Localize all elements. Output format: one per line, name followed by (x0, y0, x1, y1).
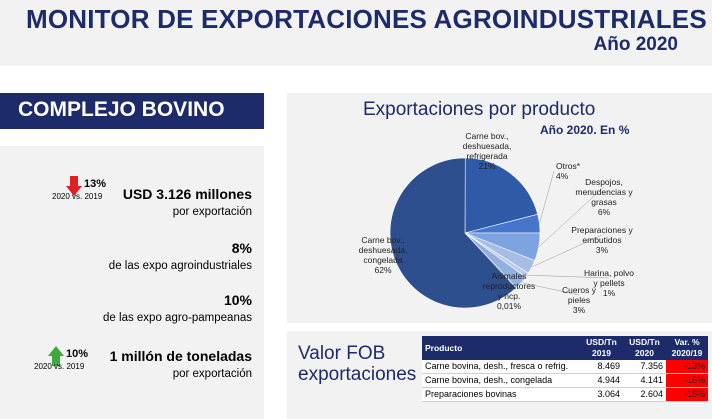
fob-panel: Valor FOB exportaciones Producto USD/Tn 2… (287, 331, 712, 419)
fob-title-line1: Valor FOB (298, 343, 386, 364)
trend-comparison: 2020 vs. 2019 (34, 362, 85, 371)
leader-line (521, 282, 580, 296)
slice-label: Carne bov., deshuesada, congelada 62% (359, 235, 408, 275)
cell-usd-2019: 4.944 (580, 373, 623, 388)
fob-title: Valor FOB exportaciones (298, 343, 416, 385)
stat-main-value: 8% (231, 240, 252, 256)
trend-percent: 10% (66, 348, 89, 360)
header-variation: Var. % 2020/19 (666, 336, 708, 360)
table-row: Carne bovina, desh., congelada 4.944 4.1… (422, 373, 708, 388)
cell-variation: -16% (666, 373, 708, 388)
fob-table: Producto USD/Tn 2019 USD/Tn 2020 Var. % 202… (422, 336, 708, 402)
slice-label: Cueros y pieles 3% (562, 285, 597, 315)
slice-label: Harina, polvo y pellets 1% (584, 268, 634, 298)
fob-title-line2: exportaciones (298, 364, 417, 385)
cell-variation: -13% (666, 360, 708, 374)
stat-main-value: USD 3.126 millones (122, 186, 252, 202)
trend-percent: 13% (84, 178, 107, 190)
cell-product: Carne bovina, desh., fresca o refrig. (422, 360, 580, 374)
header-usd-2020: USD/Tn 2020 (623, 336, 666, 360)
arrow-down-icon (66, 176, 82, 196)
pie-chart-panel: Exportaciones por producto Año 2020. En … (287, 93, 712, 323)
leader-line (531, 234, 603, 268)
stat-main-value: 10% (223, 292, 252, 308)
stat-description: por exportación (172, 206, 252, 218)
chart-subtitle: Año 2020. En % (540, 123, 630, 137)
cell-variation: -15% (666, 387, 708, 402)
slice-label: Animales reproductores y ncp. 0,01% (483, 271, 535, 311)
cell-usd-2020: 7.356 (623, 360, 666, 374)
table-header-row: Producto USD/Tn 2019 USD/Tn 2020 Var. % 202… (422, 336, 708, 360)
cell-usd-2020: 2.604 (623, 387, 666, 402)
header-band: MONITOR DE EXPORTACIONES AGROINDUSTRIALE… (0, 0, 712, 66)
leader-line (538, 186, 605, 248)
trend-comparison: 2020 vs. 2019 (52, 192, 103, 201)
stat-description: de las expo agro-pampeanas (103, 312, 252, 324)
slice-label: Despojos, menudencias y grasas 6% (575, 177, 633, 217)
header-product: Producto (422, 336, 580, 360)
section-title: COMPLEJO BOVINO (0, 93, 264, 129)
stats-panel: 13% 2020 vs. 2019 USD 3.126 millones por… (0, 146, 264, 419)
cell-usd-2019: 8.469 (580, 360, 623, 374)
pie-slice (389, 157, 517, 309)
cell-product: Carne bovina, desh., congelada (422, 373, 580, 388)
cell-usd-2020: 4.141 (623, 373, 666, 388)
chart-title: Exportaciones por producto (363, 99, 596, 120)
page-subtitle: Año 2020 (593, 34, 678, 55)
table-row: Carne bovina, desh., fresca o refrig. 8.… (422, 360, 708, 374)
page-title: MONITOR DE EXPORTACIONES AGROINDUSTRIALE… (26, 4, 707, 34)
slice-label: Otros* 4% (556, 161, 581, 181)
stat-description: de las expo agroindustriales (108, 260, 252, 272)
slice-label: Preparaciones y embutidos 3% (571, 225, 633, 255)
pie-chart: Carne bov., deshuesada, refrigerada 21% Otro… (359, 131, 635, 315)
leader-line (539, 170, 555, 224)
stat-main-value: 1 millón de toneladas (109, 348, 252, 364)
arrow-up-icon (48, 346, 64, 366)
table-row: Preparaciones bovinas 3.064 2.604 -15% (422, 387, 708, 402)
pie-slice (464, 157, 539, 234)
leader-line (527, 274, 610, 279)
cell-usd-2019: 3.064 (580, 387, 623, 402)
leader-line (508, 280, 517, 288)
stat-description: por exportación (172, 368, 252, 380)
header-usd-2019: USD/Tn 2019 (580, 336, 623, 360)
cell-product: Preparaciones bovinas (422, 387, 580, 402)
slice-label: Carne bov., deshuesada, refrigerada 21% (463, 131, 512, 171)
